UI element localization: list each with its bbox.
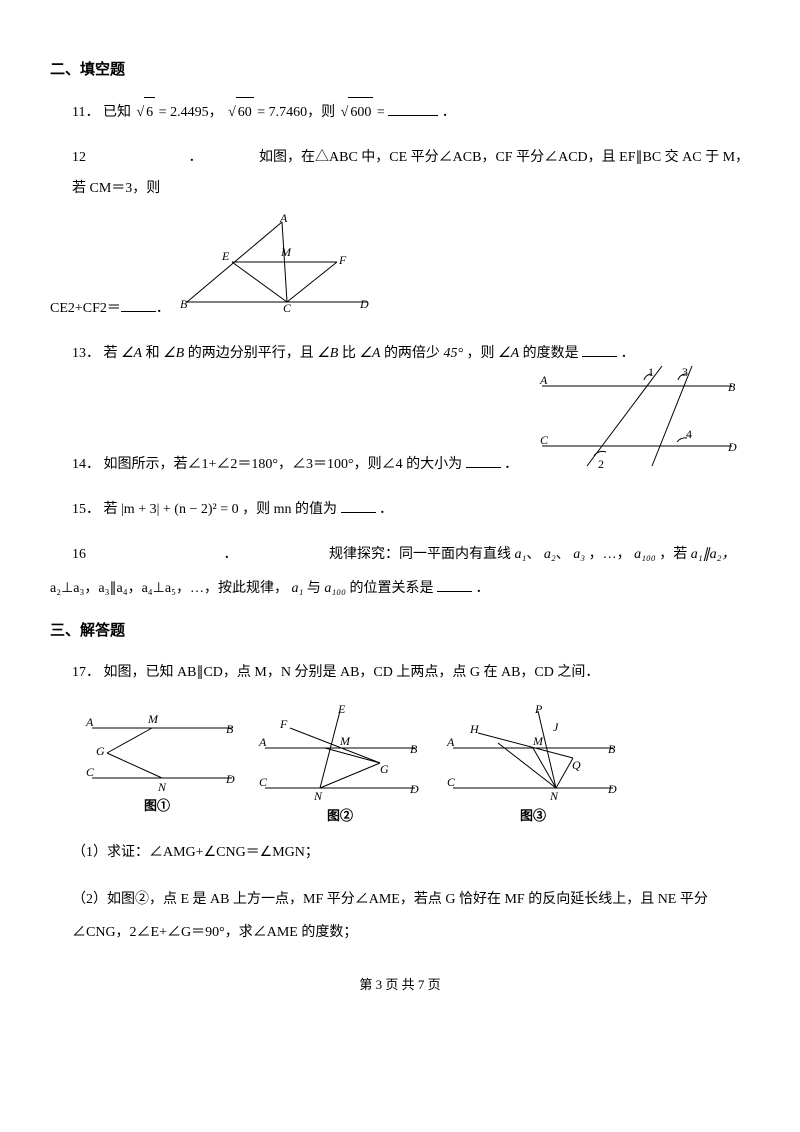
svg-text:E: E bbox=[221, 249, 230, 263]
svg-text:B: B bbox=[226, 722, 234, 736]
q12-blank bbox=[121, 297, 156, 312]
q11-num: 11． bbox=[72, 105, 99, 120]
q17-figure-2: A B C D E F M G N 图② bbox=[250, 703, 430, 824]
svg-text:G: G bbox=[380, 762, 389, 776]
q17-figure-3: A B C D P H J M Q N 图③ bbox=[438, 703, 628, 824]
svg-text:A: A bbox=[279, 212, 288, 225]
q11-prefix: 已知 bbox=[103, 105, 131, 120]
question-11: 11． 已知 6 = 2.4495， 60 = 7.7460，则 600 = ． bbox=[72, 97, 750, 129]
q17-part1: （1）求证：∠AMG+∠CNG＝∠MGN； bbox=[72, 838, 750, 869]
q17-fig2-label: 图② bbox=[327, 805, 353, 824]
svg-text:1: 1 bbox=[648, 365, 654, 379]
question-15: 15． 若 |m + 3| + (n − 2)² = 0 ，则 mn 的值为 ． bbox=[72, 495, 750, 526]
q12-num: 12 bbox=[72, 143, 132, 174]
question-16: 16 ． 规律探究：同一平面内有直线 a₁、 a₂、 a₃ ，…， a₁₀₀ ，… bbox=[72, 540, 750, 571]
svg-text:C: C bbox=[283, 301, 292, 312]
question-17: 17． 如图，已知 AB∥CD，点 M，N 分别是 AB，CD 上两点，点 G … bbox=[72, 658, 750, 689]
svg-text:A: A bbox=[539, 373, 548, 387]
svg-text:E: E bbox=[337, 703, 346, 716]
q17-num: 17． bbox=[72, 665, 100, 680]
q11-blank bbox=[388, 101, 438, 116]
svg-text:N: N bbox=[157, 780, 167, 793]
q12-expr: CE2+CF2＝ bbox=[50, 301, 121, 316]
svg-text:N: N bbox=[549, 789, 559, 803]
q13-blank bbox=[582, 342, 617, 357]
q11-eq3: = bbox=[377, 105, 388, 120]
svg-text:C: C bbox=[447, 775, 456, 789]
svg-text:A: A bbox=[258, 735, 267, 749]
q17-fig1-label: 图① bbox=[144, 795, 170, 814]
q14-num: 14． bbox=[72, 457, 100, 472]
svg-text:4: 4 bbox=[686, 427, 692, 441]
q17-text: 如图，已知 AB∥CD，点 M，N 分别是 AB，CD 上两点，点 G 在 AB… bbox=[104, 665, 600, 680]
q11-sqrt600: 600 bbox=[348, 97, 373, 129]
q17-part2: （2）如图②，点 E 是 AB 上方一点，MF 平分∠AME，若点 G 恰好在 … bbox=[72, 883, 750, 950]
svg-text:A: A bbox=[446, 735, 455, 749]
q11-sqrt6: 6 bbox=[144, 97, 155, 129]
q17-figure-1: A B C D M G N 图① bbox=[72, 703, 242, 824]
svg-text:B: B bbox=[728, 380, 736, 394]
svg-text:C: C bbox=[540, 433, 549, 447]
q11-eq2: = 7.7460，则 bbox=[257, 105, 335, 120]
q17-fig3-label: 图③ bbox=[520, 805, 546, 824]
q11-period: ． bbox=[442, 105, 456, 120]
svg-text:2: 2 bbox=[598, 457, 604, 471]
svg-text:G: G bbox=[96, 744, 105, 758]
q15-blank bbox=[341, 498, 376, 513]
svg-text:M: M bbox=[532, 734, 544, 748]
q12-figure: A B C D E F M bbox=[177, 212, 377, 325]
svg-text:D: D bbox=[359, 297, 369, 311]
svg-text:D: D bbox=[607, 782, 617, 796]
svg-text:M: M bbox=[280, 245, 292, 259]
q13-num: 13． bbox=[72, 346, 100, 361]
svg-text:P: P bbox=[534, 703, 543, 716]
q11-sqrt60: 60 bbox=[236, 97, 254, 129]
svg-text:F: F bbox=[279, 717, 288, 731]
question-12: 12 ． 如图，在△ABC 中，CE 平分∠ACB，CF 平分∠ACD，且 EF… bbox=[72, 143, 750, 205]
svg-text:B: B bbox=[410, 742, 418, 756]
svg-text:M: M bbox=[339, 734, 351, 748]
svg-text:F: F bbox=[338, 253, 347, 267]
svg-text:3: 3 bbox=[682, 365, 688, 379]
svg-text:B: B bbox=[608, 742, 616, 756]
svg-text:J: J bbox=[553, 720, 559, 734]
svg-text:B: B bbox=[180, 297, 188, 311]
question-12-line2: CE2+CF2＝ ． A B C D E F bbox=[50, 212, 750, 325]
q11-eq1: = 2.4495， bbox=[159, 105, 223, 120]
section-solve-title: 三、解答题 bbox=[50, 619, 750, 640]
svg-text:M: M bbox=[147, 712, 159, 726]
svg-text:C: C bbox=[259, 775, 268, 789]
q14-blank bbox=[466, 453, 501, 468]
q15-expr: |m + 3| + (n − 2)² = 0 bbox=[121, 502, 239, 517]
question-16-line2: a₂⊥a₃，a₃∥a₄，a₄⊥a₅，…，按此规律， a₁ 与 a₁₀₀ 的位置关… bbox=[50, 574, 750, 605]
svg-text:A: A bbox=[85, 715, 94, 729]
q16-blank bbox=[437, 577, 472, 592]
svg-text:D: D bbox=[409, 782, 419, 796]
q16-num: 16 bbox=[72, 540, 132, 571]
svg-text:Q: Q bbox=[572, 758, 581, 772]
svg-text:D: D bbox=[225, 772, 235, 786]
q15-num: 15． bbox=[72, 502, 100, 517]
q12-gap: ． bbox=[136, 143, 256, 174]
page-footer: 第 3 页 共 7 页 bbox=[50, 974, 750, 993]
section-fill-blank-title: 二、填空题 bbox=[50, 58, 750, 79]
svg-text:D: D bbox=[727, 440, 737, 454]
q14-text: 如图所示，若∠1+∠2＝180°，∠3＝100°，则∠4 的大小为 bbox=[104, 457, 463, 472]
svg-text:N: N bbox=[313, 789, 323, 803]
q12-period: ． bbox=[156, 301, 170, 316]
svg-text:C: C bbox=[86, 765, 95, 779]
q14-figure: A B C D 1 3 4 2 bbox=[532, 356, 742, 481]
svg-text:H: H bbox=[469, 722, 480, 736]
